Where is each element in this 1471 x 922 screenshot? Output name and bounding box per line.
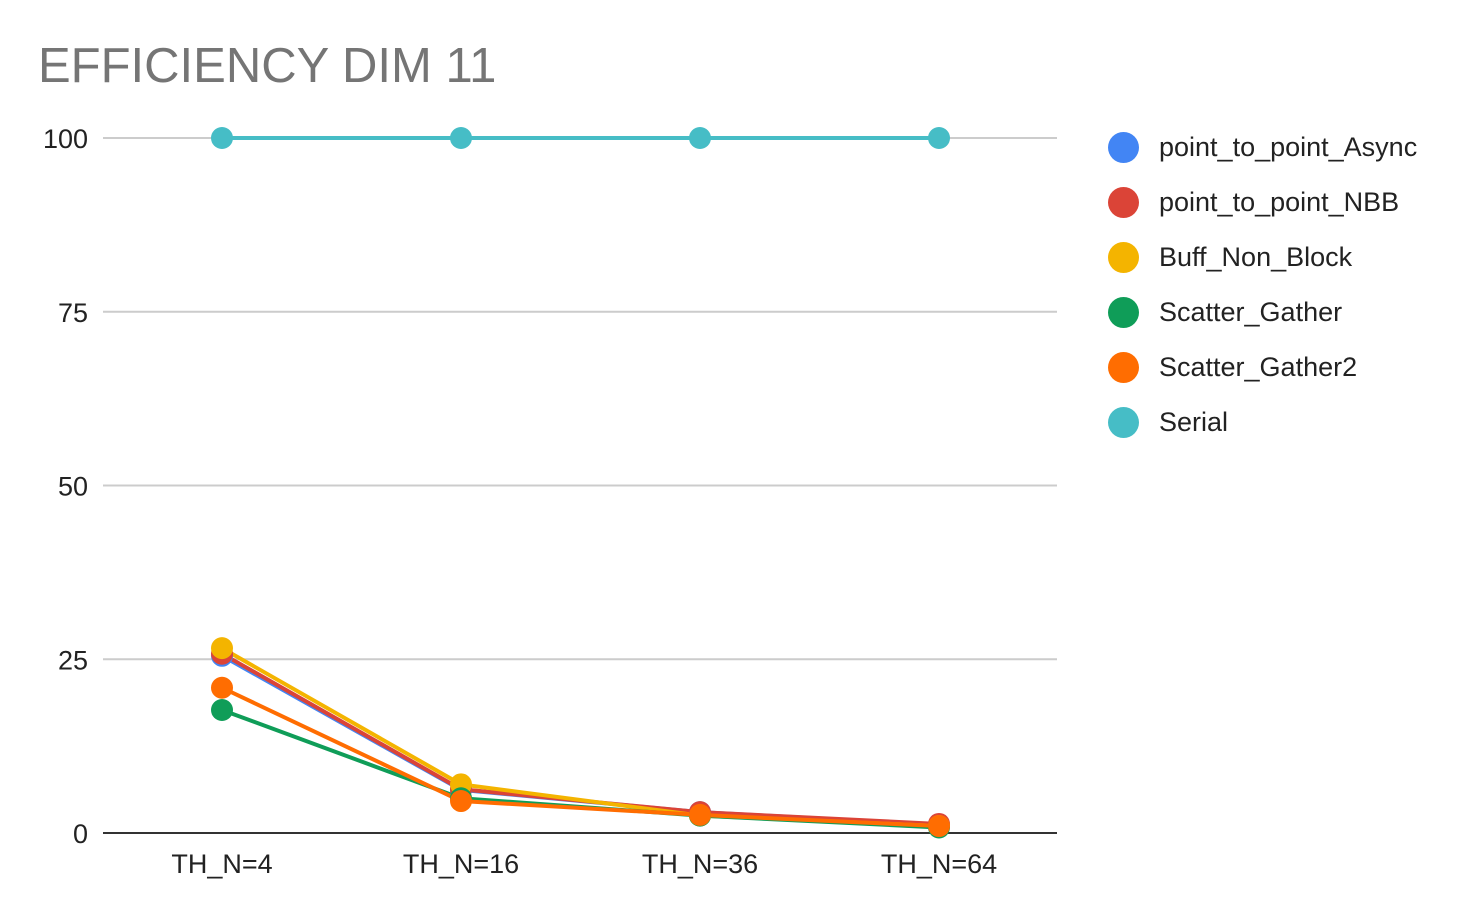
legend-swatch: [1108, 352, 1139, 383]
gridlines: [103, 137, 1057, 834]
x-tick-label: TH_N=64: [881, 849, 997, 879]
data-point: [450, 790, 472, 813]
data-point: [689, 127, 711, 149]
x-tick-label: TH_N=36: [642, 849, 758, 879]
y-tick-label: 25: [58, 645, 88, 675]
legend-label: point_to_point_Async: [1159, 132, 1418, 162]
data-point: [211, 698, 233, 721]
legend-item: Serial: [1108, 395, 1417, 450]
data-point: [928, 127, 950, 149]
y-tick-label: 50: [58, 472, 88, 502]
data-point: [928, 815, 950, 838]
legend-label: Scatter_Gather2: [1159, 352, 1358, 382]
legend-label: point_to_point_NBB: [1159, 187, 1400, 217]
x-axis-ticks: TH_N=4 TH_N=16 TH_N=36 TH_N=64: [171, 849, 997, 879]
legend-swatch: [1108, 297, 1139, 328]
legend-swatch: [1108, 187, 1139, 218]
data-point: [450, 127, 472, 149]
data-point: [211, 127, 233, 149]
legend-label: Buff_Non_Block: [1159, 242, 1353, 272]
x-tick-label: TH_N=4: [171, 849, 272, 879]
y-axis-ticks: 0 25 50 75 100: [43, 124, 88, 849]
series-lines: [221, 136, 940, 830]
chart-title: EFFICIENCY DIM 11: [38, 39, 497, 93]
legend-swatch: [1108, 132, 1139, 163]
legend-item: Buff_Non_Block: [1108, 230, 1417, 285]
y-tick-label: 0: [73, 819, 88, 849]
legend-swatch: [1108, 242, 1139, 273]
data-point: [689, 803, 711, 826]
legend-item: Scatter_Gather2: [1108, 340, 1417, 395]
legend-label: Scatter_Gather: [1159, 297, 1343, 327]
legend-item: Scatter_Gather: [1108, 285, 1417, 340]
legend-label: Serial: [1159, 407, 1229, 437]
data-point: [211, 637, 233, 660]
y-tick-label: 100: [43, 124, 88, 154]
series-points: [211, 127, 950, 839]
y-tick-label: 75: [58, 298, 88, 328]
legend-item: point_to_point_NBB: [1108, 175, 1417, 230]
legend-swatch: [1108, 407, 1139, 438]
data-point: [211, 676, 233, 699]
legend: point_to_point_Async point_to_point_NBB Bu…: [1108, 120, 1417, 450]
x-tick-label: TH_N=16: [403, 849, 519, 879]
legend-item: point_to_point_Async: [1108, 120, 1417, 175]
series-line: [221, 685, 940, 829]
